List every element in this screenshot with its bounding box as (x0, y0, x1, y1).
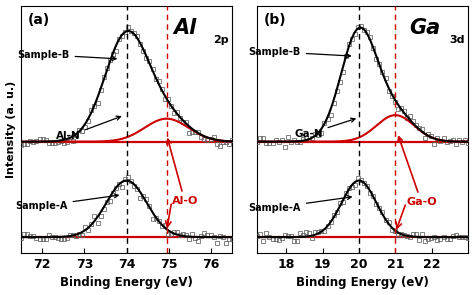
Text: Al: Al (173, 18, 196, 38)
Text: Al-N: Al-N (55, 116, 120, 141)
Text: 3d: 3d (449, 35, 465, 45)
X-axis label: Binding Energy (eV): Binding Energy (eV) (60, 276, 193, 289)
Text: Sample-A: Sample-A (248, 196, 351, 213)
Y-axis label: Intensity (a. u.): Intensity (a. u.) (6, 81, 16, 178)
Text: Ga-N: Ga-N (294, 118, 355, 139)
Text: Sample-B: Sample-B (18, 50, 116, 60)
Text: 2p: 2p (213, 35, 228, 45)
Text: Sample-B: Sample-B (248, 47, 350, 58)
Text: (a): (a) (27, 13, 50, 27)
Text: Sample-A: Sample-A (15, 194, 118, 211)
Text: (b): (b) (264, 13, 286, 27)
X-axis label: Binding Energy (eV): Binding Energy (eV) (296, 276, 429, 289)
Text: Ga-O: Ga-O (398, 137, 437, 207)
Text: Al-O: Al-O (167, 139, 198, 206)
Text: Ga: Ga (409, 18, 440, 38)
